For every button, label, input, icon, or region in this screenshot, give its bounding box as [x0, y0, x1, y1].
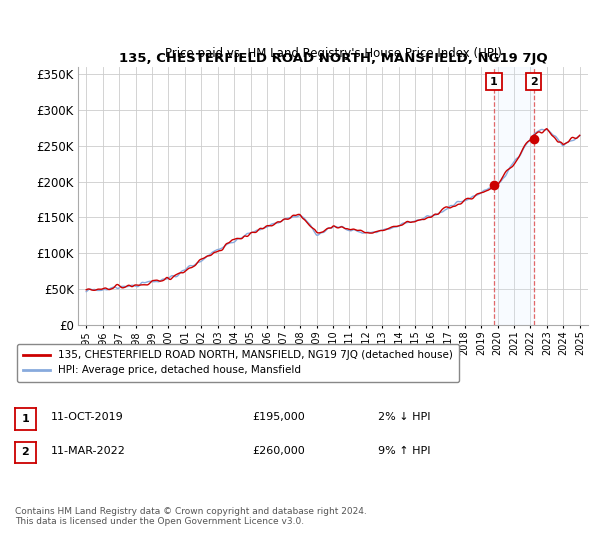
Text: Contains HM Land Registry data © Crown copyright and database right 2024.
This d: Contains HM Land Registry data © Crown c…: [15, 507, 367, 526]
Text: Price paid vs. HM Land Registry's House Price Index (HPI): Price paid vs. HM Land Registry's House …: [164, 46, 502, 60]
Text: £260,000: £260,000: [252, 446, 305, 456]
Text: 1: 1: [22, 414, 29, 424]
Text: 2: 2: [530, 77, 538, 86]
Text: 11-OCT-2019: 11-OCT-2019: [51, 412, 124, 422]
Text: 11-MAR-2022: 11-MAR-2022: [51, 446, 126, 456]
Text: 2: 2: [22, 447, 29, 458]
Legend: 135, CHESTERFIELD ROAD NORTH, MANSFIELD, NG19 7JQ (detached house), HPI: Average: 135, CHESTERFIELD ROAD NORTH, MANSFIELD,…: [17, 344, 459, 382]
Bar: [494, 67, 533, 325]
Text: £195,000: £195,000: [252, 412, 305, 422]
Text: 9% ↑ HPI: 9% ↑ HPI: [378, 446, 431, 456]
Text: 1: 1: [490, 77, 498, 86]
Text: 2% ↓ HPI: 2% ↓ HPI: [378, 412, 431, 422]
Title: 135, CHESTERFIELD ROAD NORTH, MANSFIELD, NG19 7JQ: 135, CHESTERFIELD ROAD NORTH, MANSFIELD,…: [119, 52, 547, 64]
